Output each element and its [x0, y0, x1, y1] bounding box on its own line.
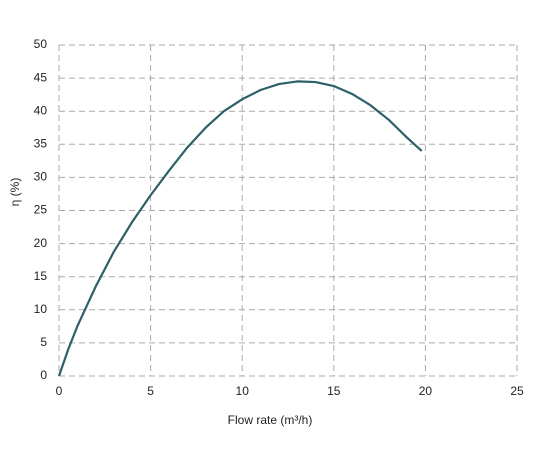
y-tick-label: 50: [34, 37, 48, 51]
y-tick-label: 20: [34, 236, 48, 250]
y-tick-label: 45: [34, 70, 48, 84]
x-axis-label: Flow rate (m³/h): [228, 413, 313, 427]
y-tick-label: 25: [34, 203, 48, 217]
y-axis-label: η (%): [8, 178, 22, 207]
x-tick-label: 0: [56, 384, 63, 398]
y-tick-label: 35: [34, 136, 48, 150]
y-tick-label: 10: [34, 302, 48, 316]
x-tick-label: 10: [236, 384, 250, 398]
y-tick-label: 40: [34, 103, 48, 117]
y-tick-label: 15: [34, 269, 48, 283]
y-tick-label: 30: [34, 170, 48, 184]
x-tick-label: 25: [510, 384, 524, 398]
line: [57, 80, 423, 377]
y-tick-label: 5: [40, 335, 47, 349]
y-tick-label: 0: [40, 368, 47, 382]
x-tick-label: 15: [327, 384, 341, 398]
x-tick-label: 20: [419, 384, 433, 398]
x-tick-label: 5: [147, 384, 154, 398]
